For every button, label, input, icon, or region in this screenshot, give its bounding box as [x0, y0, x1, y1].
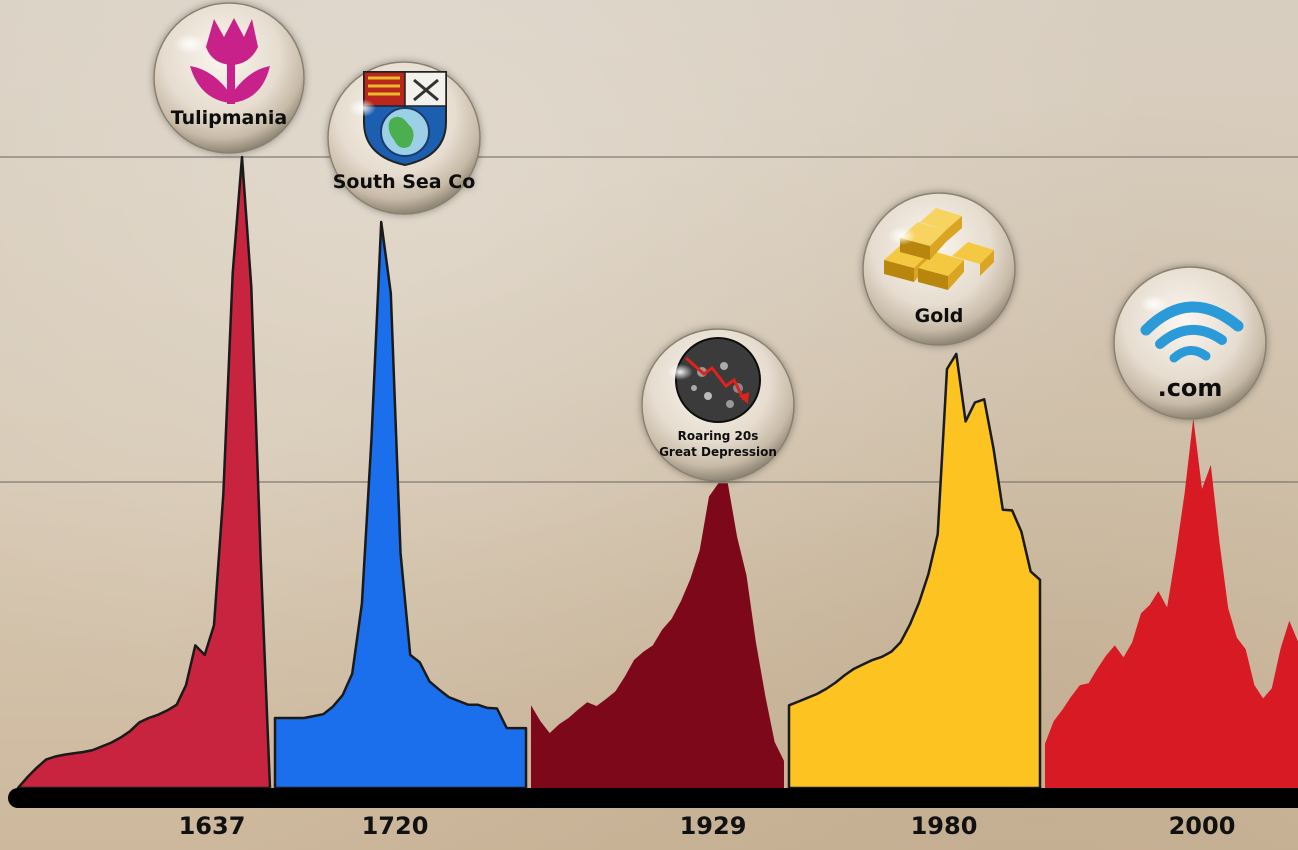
bubble-label-line-2: Great Depression: [659, 445, 777, 459]
area-mark: [531, 483, 784, 788]
bubble-highlight: [174, 34, 206, 54]
wifi-icon: [1140, 301, 1244, 363]
gridlines: [0, 156, 1298, 483]
bubble-label-line-1: Roaring 20s: [678, 429, 759, 443]
tick-label: 1929: [680, 812, 747, 840]
crowd-crash-icon: [675, 337, 761, 423]
area-mark: [1045, 418, 1298, 788]
area-mark: [273, 220, 528, 790]
series-1929: [531, 483, 784, 788]
area-mark: [787, 352, 1042, 790]
gold-bars-icon: [884, 208, 994, 290]
tick-label: 1980: [911, 812, 978, 840]
bubble-label-tulipmania: Tulipmania: [171, 107, 288, 129]
bubble-highlight: [888, 227, 916, 245]
bubble-great-depression: Roaring 20s Great Depression: [641, 328, 795, 482]
tick-label: 1637: [179, 812, 246, 840]
series-1980: [787, 352, 1042, 790]
year-labels: 1637 1720 1929 1980 2000: [179, 812, 1236, 840]
bubble-dotcom: .com: [1113, 266, 1267, 420]
bubble-south-sea: South Sea Co: [327, 61, 481, 215]
bubble-highlight: [1140, 295, 1168, 313]
tick-label: 1720: [362, 812, 429, 840]
area-mark: [16, 155, 272, 790]
series-2000: [1045, 418, 1298, 788]
tick-label: 2000: [1169, 812, 1236, 840]
bubble-gold: Gold: [862, 192, 1016, 346]
series-areas: [16, 155, 1298, 790]
bubble-highlight: [348, 99, 376, 117]
tulip-icon: [190, 18, 270, 104]
bubble-label-south-sea: South Sea Co: [333, 171, 476, 193]
series-1720: [273, 220, 528, 790]
bubble-label-gold: Gold: [915, 305, 964, 327]
coat-of-arms-icon: [363, 71, 447, 167]
bubble-markers: Tulipmania South Sea Co: [153, 2, 1267, 482]
series-1637: [16, 155, 272, 790]
bubble-label-dotcom: .com: [1158, 374, 1223, 402]
bubble-highlight: [667, 364, 693, 380]
bubble-tulipmania: Tulipmania: [153, 2, 305, 154]
